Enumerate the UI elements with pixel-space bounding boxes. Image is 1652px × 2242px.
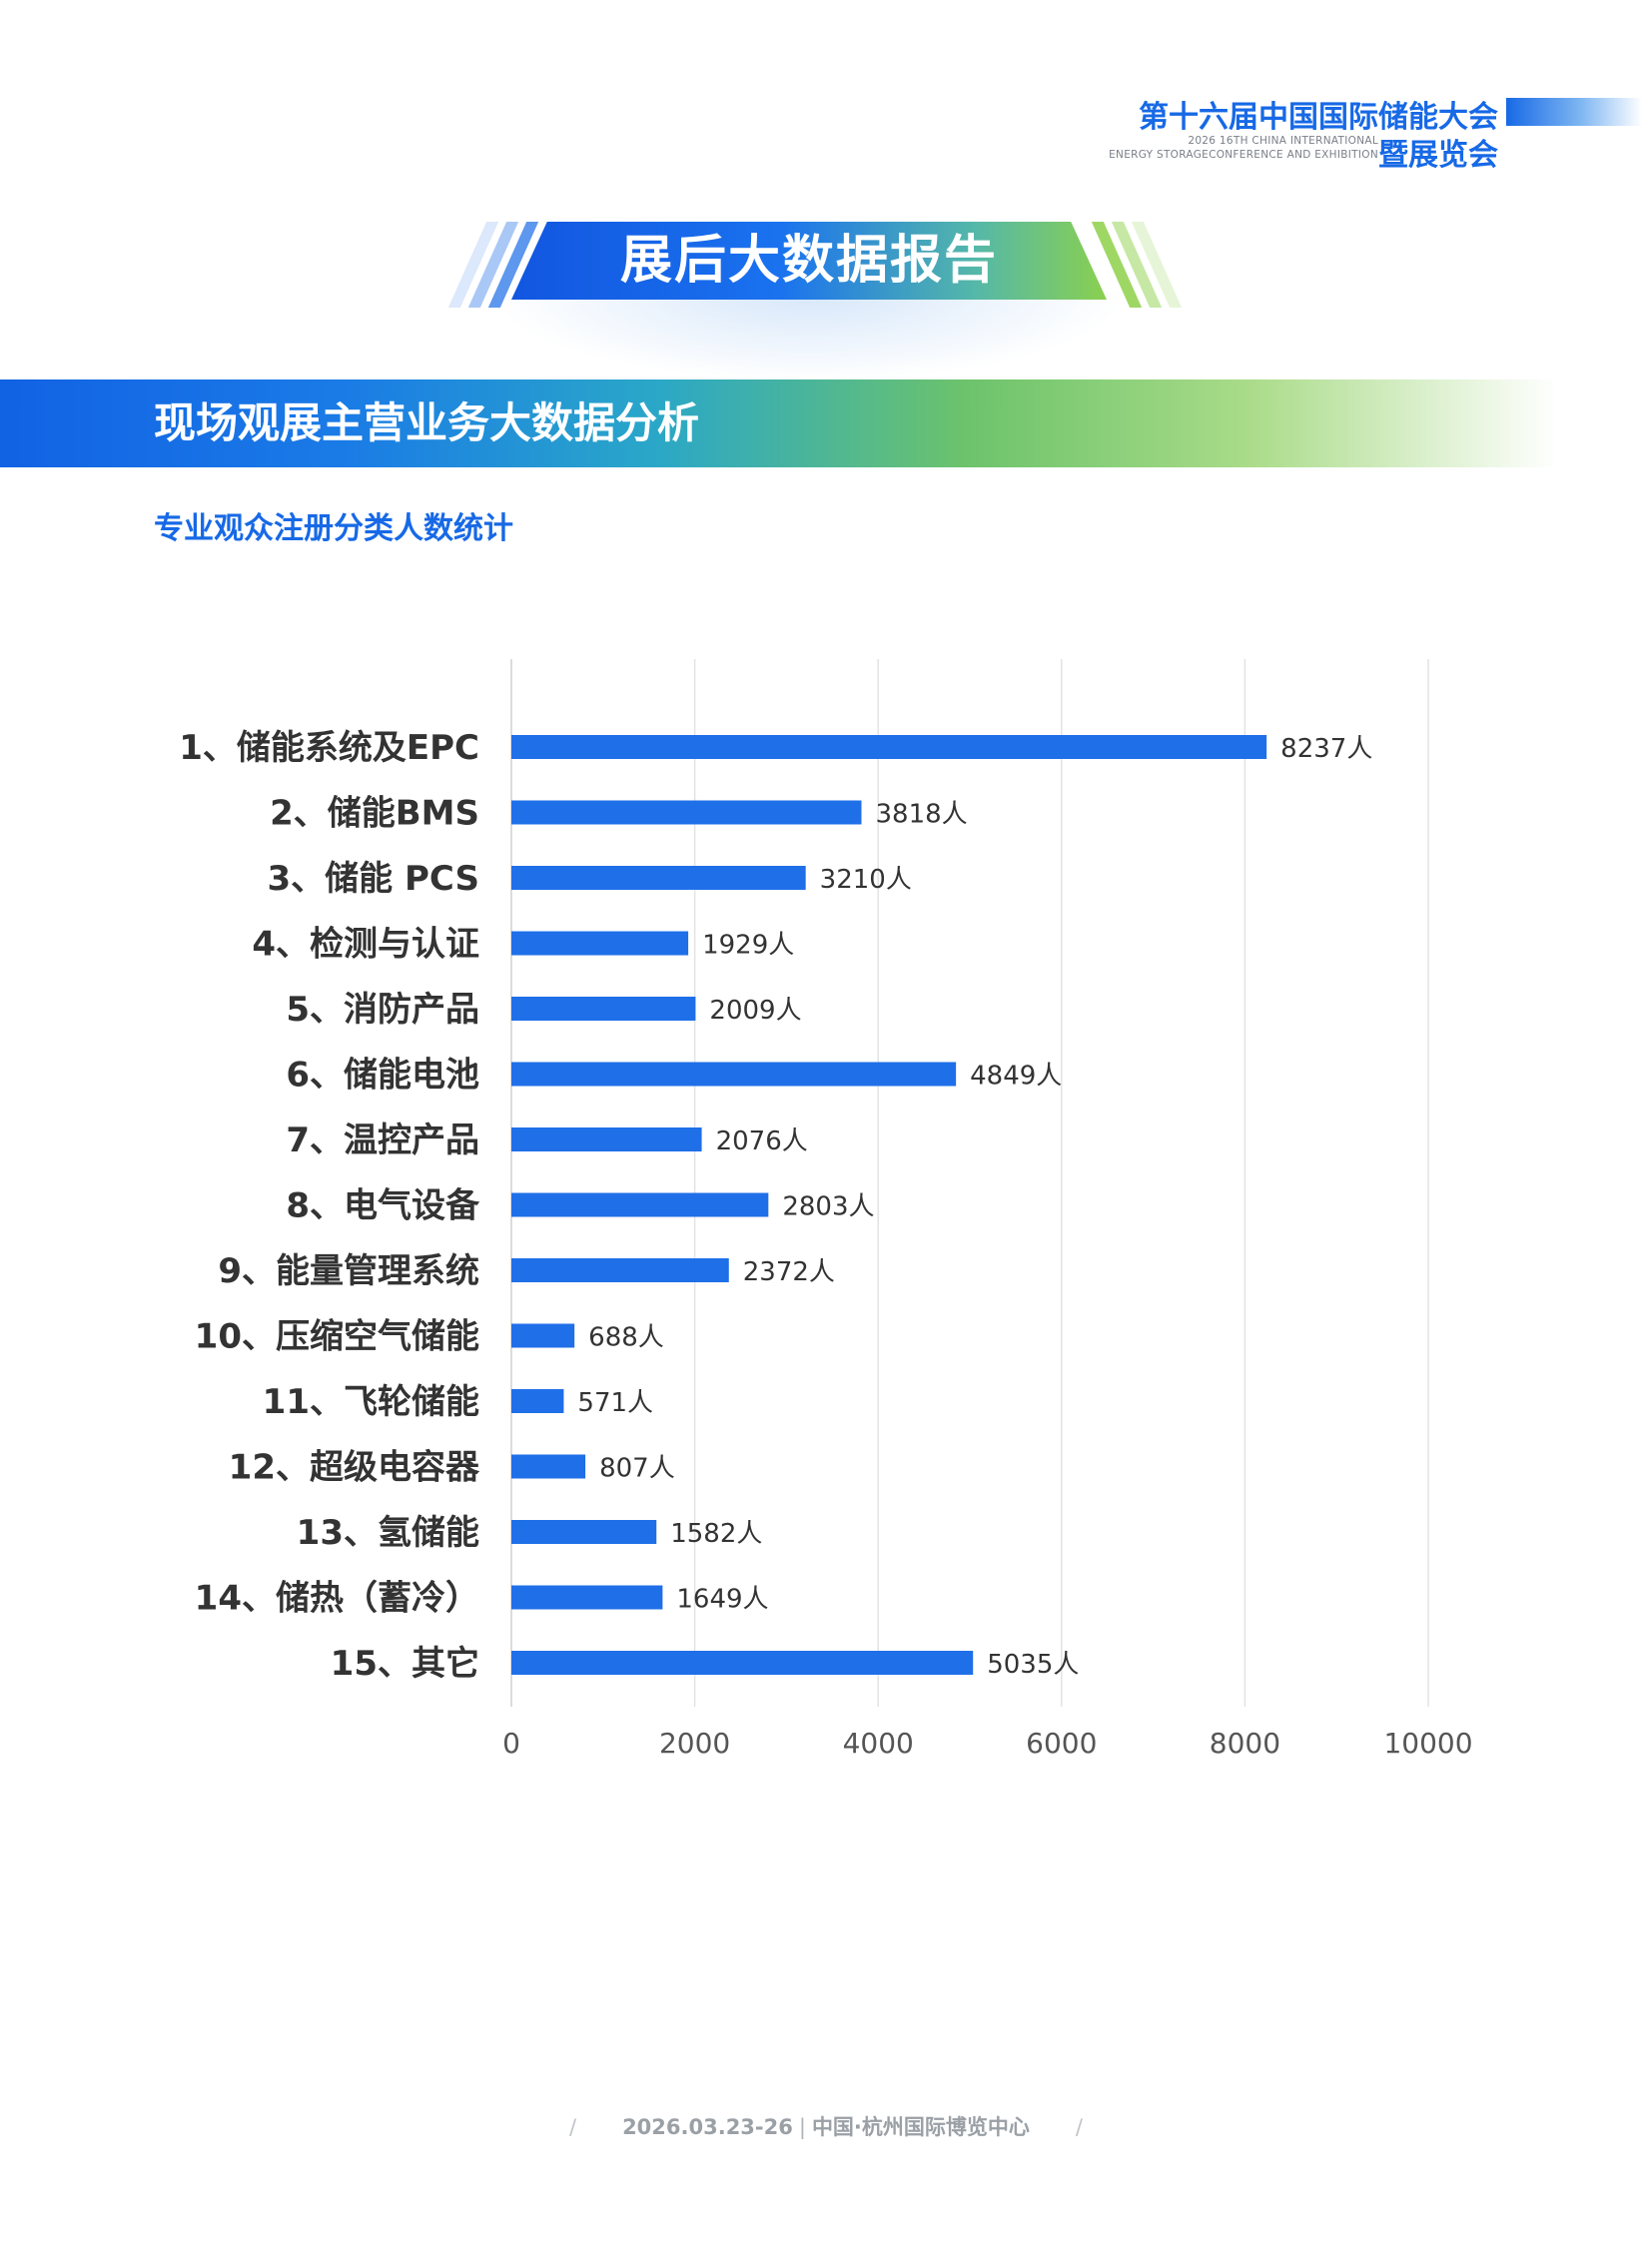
conference-english-name: 2026 16TH CHINA INTERNATIONAL ENERGY STO… [1109, 134, 1378, 162]
category-label-13: 13、氢储能 [297, 1513, 479, 1553]
category-label-14: 14、储热（蓄冷） [195, 1579, 479, 1619]
footer-divider-left: / [568, 2115, 577, 2139]
bar-chart: 0 2000 4000 6000 8000 10000 1、储能系统及EPC 8237人 2、储… [179, 659, 1473, 1760]
value-label-4: 1929人 [702, 931, 794, 961]
section-bar [0, 379, 1558, 467]
category-label-10: 10、压缩空气储能 [195, 1317, 479, 1357]
value-label-11: 571人 [577, 1388, 653, 1418]
x-tick-label-2000: 2000 [659, 1727, 730, 1760]
bar-6 [511, 1062, 957, 1087]
bar-11 [511, 1389, 564, 1413]
category-label-6: 6、储能电池 [286, 1056, 479, 1096]
footer-venue: 中国·杭州国际博览中心 [811, 2115, 1030, 2139]
english-line-2: ENERGY STORAGECONFERENCE AND EXHIBITION [1109, 149, 1378, 161]
value-label-8: 2803人 [782, 1192, 874, 1222]
category-label-15: 15、其它 [331, 1644, 479, 1684]
footer-pipe: | [798, 2115, 806, 2139]
report-banner: 展后大数据报告 [419, 222, 1199, 381]
footer-divider-right: / [1075, 2115, 1083, 2139]
footer: / 2026.03.23-26 | 中国·杭州国际博览中心 / [0, 2111, 1652, 2141]
x-tick-label-4000: 4000 [843, 1727, 914, 1760]
value-label-1: 8237人 [1280, 734, 1372, 764]
value-label-6: 4849人 [970, 1062, 1062, 1092]
bar-12 [511, 1454, 586, 1479]
footer-date: 2026.03.23-26 [622, 2115, 793, 2139]
value-label-12: 807人 [599, 1454, 675, 1484]
value-label-13: 1582人 [670, 1519, 762, 1549]
banner-ribbon [511, 222, 1107, 300]
value-label-5: 2009人 [709, 996, 801, 1026]
x-tick-label-8000: 8000 [1210, 1727, 1280, 1760]
category-label-8: 8、电气设备 [286, 1186, 480, 1226]
chart-subtitle: 专业观众注册分类人数统计 [154, 511, 513, 546]
category-label-4: 4、检测与认证 [252, 925, 479, 965]
value-label-7: 2076人 [716, 1126, 808, 1156]
category-label-1: 1、储能系统及EPC [179, 728, 479, 768]
report-title: 展后大数据报告 [619, 231, 998, 291]
brand-accent-bar [1506, 98, 1642, 126]
brand-header: 第十六届中国国际储能大会 2026 16TH CHINA INTERNATION… [1033, 92, 1652, 173]
value-label-2: 3818人 [875, 800, 967, 830]
bar-5 [511, 997, 696, 1021]
category-label-11: 11、飞轮储能 [263, 1382, 479, 1422]
value-label-10: 688人 [588, 1323, 664, 1353]
bar-15 [511, 1651, 974, 1675]
category-label-3: 3、储能 PCS [268, 859, 479, 899]
value-label-15: 5035人 [987, 1650, 1079, 1680]
bar-9 [511, 1258, 729, 1282]
category-label-5: 5、消防产品 [286, 990, 479, 1030]
category-label-2: 2、储能BMS [270, 794, 479, 834]
category-label-7: 7、温控产品 [286, 1121, 479, 1160]
bar-13 [511, 1520, 657, 1544]
bar-7 [511, 1127, 702, 1151]
value-label-3: 3210人 [820, 865, 912, 895]
conference-subtitle: 暨展览会 [1378, 138, 1498, 173]
bar-10 [511, 1323, 575, 1348]
bar-14 [511, 1585, 663, 1610]
section-title: 现场观展主营业务大数据分析 [154, 398, 700, 447]
bar-8 [511, 1192, 769, 1217]
x-tick-label-10000: 10000 [1383, 1727, 1472, 1760]
value-label-14: 1649人 [676, 1585, 768, 1615]
x-tick-label-6000: 6000 [1026, 1727, 1097, 1760]
category-label-9: 9、能量管理系统 [218, 1251, 479, 1291]
banner-glow [489, 292, 1129, 381]
conference-title: 第十六届中国国际储能大会 [1139, 100, 1498, 135]
value-label-9: 2372人 [743, 1257, 835, 1287]
bar-1 [511, 735, 1267, 759]
category-label-12: 12、超级电容器 [229, 1448, 480, 1488]
bar-3 [511, 866, 806, 890]
english-line-1: 2026 16TH CHINA INTERNATIONAL [1188, 135, 1378, 147]
bar-4 [511, 931, 689, 956]
x-tick-label-0: 0 [502, 1727, 520, 1760]
bar-2 [511, 800, 862, 825]
